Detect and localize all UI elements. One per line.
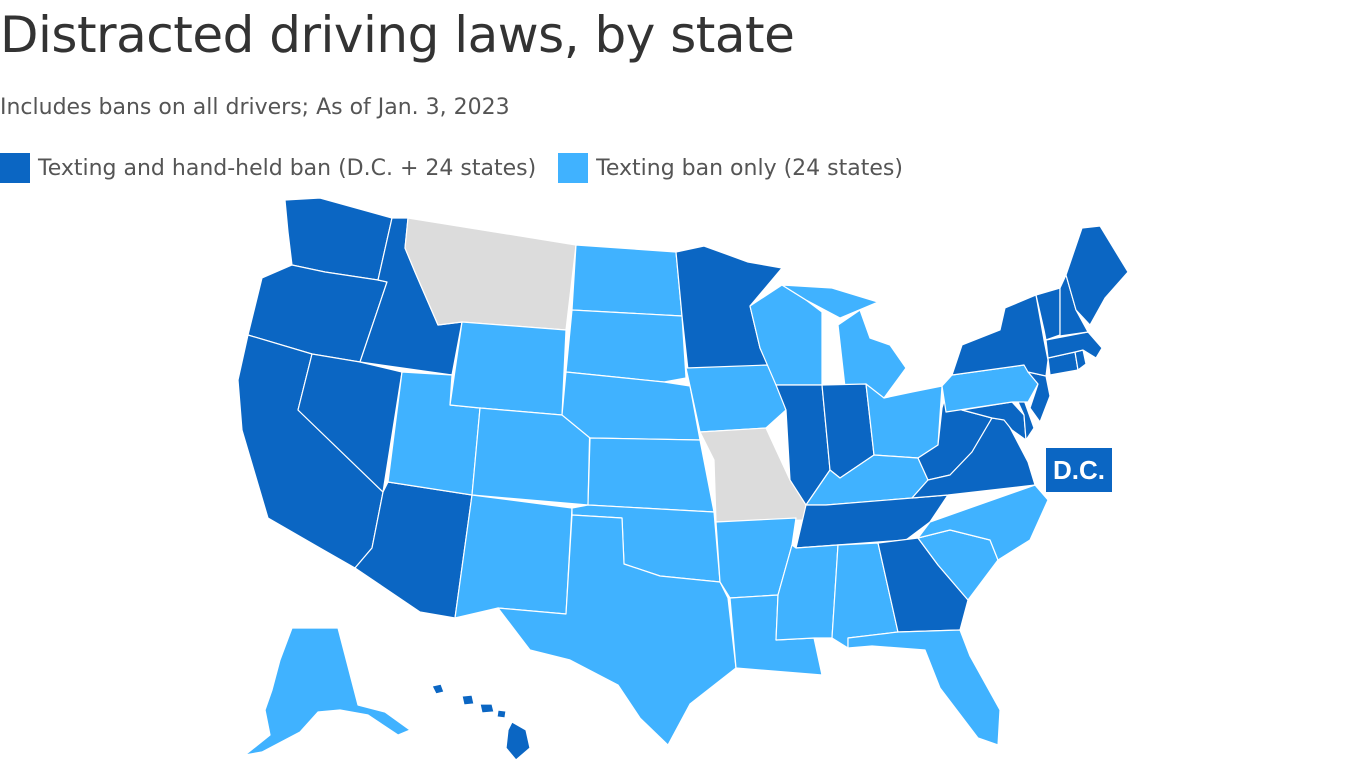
state-oh xyxy=(865,383,943,459)
state-me xyxy=(1065,225,1129,326)
dc-label-box xyxy=(1046,448,1112,492)
us-state-map: D.C. xyxy=(237,197,1129,761)
state-ak xyxy=(244,627,411,756)
state-ia xyxy=(685,364,787,433)
state-vt xyxy=(1035,287,1061,341)
legend-item-texting-only: Texting ban only (24 states) xyxy=(558,153,903,183)
legend-swatch-texting-and-handheld xyxy=(0,153,30,183)
legend-item-texting-and-handheld: Texting and hand-held ban (D.C. + 24 sta… xyxy=(0,153,536,183)
state-ks xyxy=(587,437,715,513)
state-nc xyxy=(917,484,1049,561)
legend: Texting and hand-held ban (D.C. + 24 sta… xyxy=(0,152,925,184)
state-nv xyxy=(297,353,403,493)
state-md xyxy=(961,401,1027,441)
state-ma xyxy=(1045,331,1103,359)
state-wy xyxy=(449,321,567,416)
state-fl xyxy=(847,629,1001,746)
state-nm xyxy=(454,494,573,619)
state-ny xyxy=(951,294,1049,377)
state-tx xyxy=(497,514,737,746)
dc-label: D.C. xyxy=(1046,448,1112,492)
legend-label-texting-and-handheld: Texting and hand-held ban (D.C. + 24 sta… xyxy=(38,155,537,181)
state-hi xyxy=(431,683,531,761)
state-mt xyxy=(404,217,577,331)
dc-label-text: D.C. xyxy=(1053,455,1105,485)
state-sd xyxy=(565,309,687,383)
state-ne xyxy=(561,371,701,441)
legend-swatch-texting-only xyxy=(558,153,589,183)
state-nd xyxy=(571,244,683,317)
map-subtitle: Includes bans on all drivers; As of Jan.… xyxy=(0,95,510,120)
map-title: Distracted driving laws, by state xyxy=(0,6,795,64)
legend-label-texting-only: Texting ban only (24 states) xyxy=(596,155,903,181)
state-nh xyxy=(1059,274,1089,337)
